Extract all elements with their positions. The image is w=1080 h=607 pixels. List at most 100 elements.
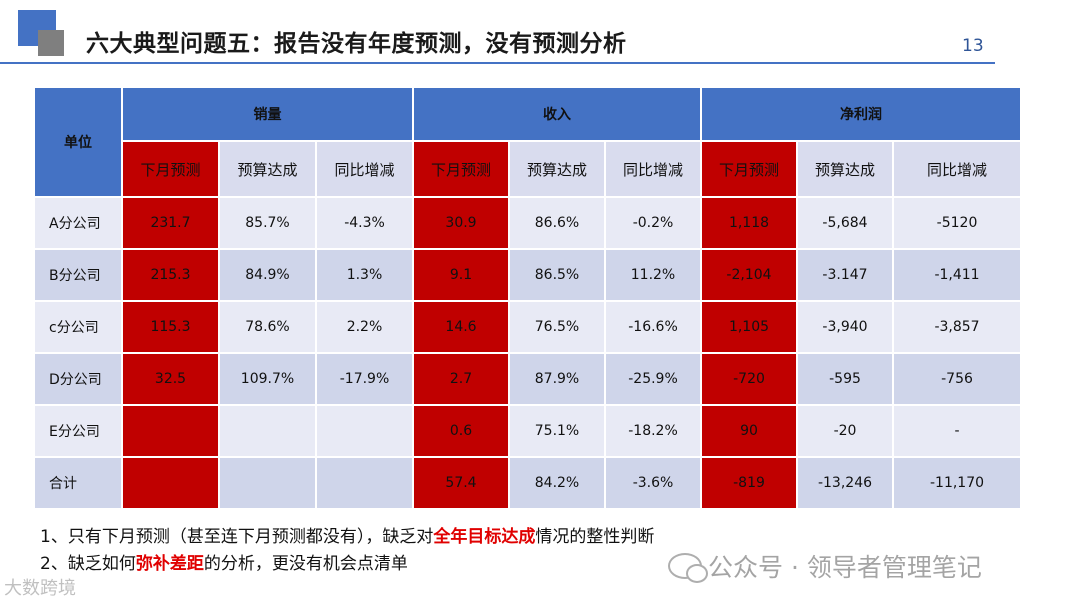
sub-header-forecast: 下月预测 xyxy=(121,140,220,198)
table-cell: 115.3 xyxy=(121,300,220,354)
table-cell xyxy=(218,456,317,510)
table-cell: -16.6% xyxy=(604,300,702,354)
table-row: c分公司 115.3 78.6% 2.2% 14.6 76.5% -16.6% … xyxy=(33,300,1023,354)
group-header-revenue: 收入 xyxy=(412,86,702,142)
table-cell: 215.3 xyxy=(121,248,220,302)
forecast-table: 单位 销量 收入 净利润 下月预测 预算达成 同比增减 下月预测 预算达成 同比… xyxy=(33,86,1023,510)
table-cell: -0.2% xyxy=(604,196,702,250)
unit-cell: D分公司 xyxy=(33,352,123,406)
table-cell: -5,684 xyxy=(796,196,894,250)
table-cell: 9.1 xyxy=(412,248,510,302)
table-cell: 0.6 xyxy=(412,404,510,458)
sub-header-yoy: 同比增减 xyxy=(315,140,414,198)
group-header-sales: 销量 xyxy=(121,86,414,142)
table-cell: -1,411 xyxy=(891,248,1023,302)
wechat-icon xyxy=(668,553,708,583)
note-line-1: 1、只有下月预测（甚至连下月预测都没有），缺乏对全年目标达成情况的整性判断 xyxy=(40,524,654,551)
table-cell: 78.6% xyxy=(218,300,317,354)
note-text: 1、只有下月预测（甚至连下月预测都没有），缺乏对 xyxy=(40,527,434,547)
table-row: D分公司 32.5 109.7% -17.9% 2.7 87.9% -25.9%… xyxy=(33,352,1023,406)
page-number: 13 xyxy=(962,36,984,56)
table-cell: -25.9% xyxy=(604,352,702,406)
unit-cell: B分公司 xyxy=(33,248,123,302)
table-cell: 76.5% xyxy=(508,300,606,354)
logo-square-gray xyxy=(38,30,64,56)
table-cell: 109.7% xyxy=(218,352,317,406)
table-cell: 87.9% xyxy=(508,352,606,406)
table-cell xyxy=(121,456,220,510)
unit-cell: E分公司 xyxy=(33,404,123,458)
table-cell: -20 xyxy=(796,404,894,458)
table-cell: 2.2% xyxy=(315,300,414,354)
watermark-text: 大数跨境 xyxy=(4,578,76,599)
note-text: 2、缺乏如何 xyxy=(40,554,136,574)
watermark-left: 大数跨境 xyxy=(4,574,76,600)
unit-cell: 合计 xyxy=(33,456,123,510)
table-cell: 11.2% xyxy=(604,248,702,302)
table-cell xyxy=(315,404,414,458)
table-cell: -3,940 xyxy=(796,300,894,354)
note-highlight: 弥补差距 xyxy=(135,554,204,574)
table-row-total: 合计 57.4 84.2% -3.6% -819 -13,246 -11,170 xyxy=(33,456,1023,510)
table-row: E分公司 0.6 75.1% -18.2% 90 -20 - xyxy=(33,404,1023,458)
group-header-row: 单位 销量 收入 净利润 xyxy=(33,86,1023,198)
sub-header-budget: 预算达成 xyxy=(508,140,606,198)
table-cell: -720 xyxy=(700,352,798,406)
title-divider xyxy=(0,62,995,64)
table-cell: -17.9% xyxy=(315,352,414,406)
unit-cell: A分公司 xyxy=(33,196,123,250)
note-text: 的分析，更没有机会点清单 xyxy=(203,554,408,574)
table-cell: -2,104 xyxy=(700,248,798,302)
table-cell: -3.147 xyxy=(796,248,894,302)
table-cell xyxy=(218,404,317,458)
table-cell: -3.6% xyxy=(604,456,702,510)
sub-header-budget: 预算达成 xyxy=(218,140,317,198)
watermark-wechat: 公众号 · 领导者管理笔记 xyxy=(668,548,982,584)
note-text: 情况的整性判断 xyxy=(535,527,655,547)
watermark-text: 公众号 · 领导者管理笔记 xyxy=(708,553,982,582)
table-cell: -3,857 xyxy=(891,300,1023,354)
table-cell: 1.3% xyxy=(315,248,414,302)
table-cell: 57.4 xyxy=(412,456,510,510)
table-cell: -18.2% xyxy=(604,404,702,458)
table-cell: 1,118 xyxy=(700,196,798,250)
table-cell: 90 xyxy=(700,404,798,458)
table-cell: -11,170 xyxy=(891,456,1023,510)
unit-cell: c分公司 xyxy=(33,300,123,354)
note-highlight: 全年目标达成 xyxy=(433,527,536,547)
unit-header: 单位 xyxy=(33,86,123,198)
table-cell: -756 xyxy=(891,352,1023,406)
table-cell: 32.5 xyxy=(121,352,220,406)
sub-header-forecast: 下月预测 xyxy=(412,140,510,198)
table-cell: -5120 xyxy=(891,196,1023,250)
table-row: A分公司 231.7 85.7% -4.3% 30.9 86.6% -0.2% … xyxy=(33,196,1023,250)
table-cell xyxy=(121,404,220,458)
note-line-2: 2、缺乏如何弥补差距的分析，更没有机会点清单 xyxy=(40,551,654,578)
table-cell: 14.6 xyxy=(412,300,510,354)
table-cell: 84.9% xyxy=(218,248,317,302)
table-cell: 2.7 xyxy=(412,352,510,406)
table-cell: 231.7 xyxy=(121,196,220,250)
table-cell: -595 xyxy=(796,352,894,406)
table-cell: 85.7% xyxy=(218,196,317,250)
sub-header-budget: 预算达成 xyxy=(796,140,894,198)
table-cell: 86.5% xyxy=(508,248,606,302)
sub-header-yoy: 同比增减 xyxy=(604,140,702,198)
table-cell: - xyxy=(891,404,1023,458)
sub-header-row: 下月预测 预算达成 同比增减 下月预测 预算达成 同比增减 下月预测 预算达成 … xyxy=(34,140,1023,198)
table-cell xyxy=(315,456,414,510)
table-cell: 84.2% xyxy=(508,456,606,510)
table-cell: -4.3% xyxy=(315,196,414,250)
group-header-net-profit: 净利润 xyxy=(699,86,1023,142)
table-cell: 1,105 xyxy=(700,300,798,354)
sub-header-forecast: 下月预测 xyxy=(700,140,798,198)
notes-block: 1、只有下月预测（甚至连下月预测都没有），缺乏对全年目标达成情况的整性判断 2、… xyxy=(40,524,654,578)
sub-header-yoy: 同比增减 xyxy=(891,140,1023,198)
table-cell: -819 xyxy=(700,456,798,510)
table-cell: 75.1% xyxy=(508,404,606,458)
table-cell: -13,246 xyxy=(796,456,894,510)
page-title: 六大典型问题五：报告没有年度预测，没有预测分析 xyxy=(86,31,627,57)
table-cell: 30.9 xyxy=(412,196,510,250)
table-row: B分公司 215.3 84.9% 1.3% 9.1 86.5% 11.2% -2… xyxy=(33,248,1023,302)
table-cell: 86.6% xyxy=(508,196,606,250)
